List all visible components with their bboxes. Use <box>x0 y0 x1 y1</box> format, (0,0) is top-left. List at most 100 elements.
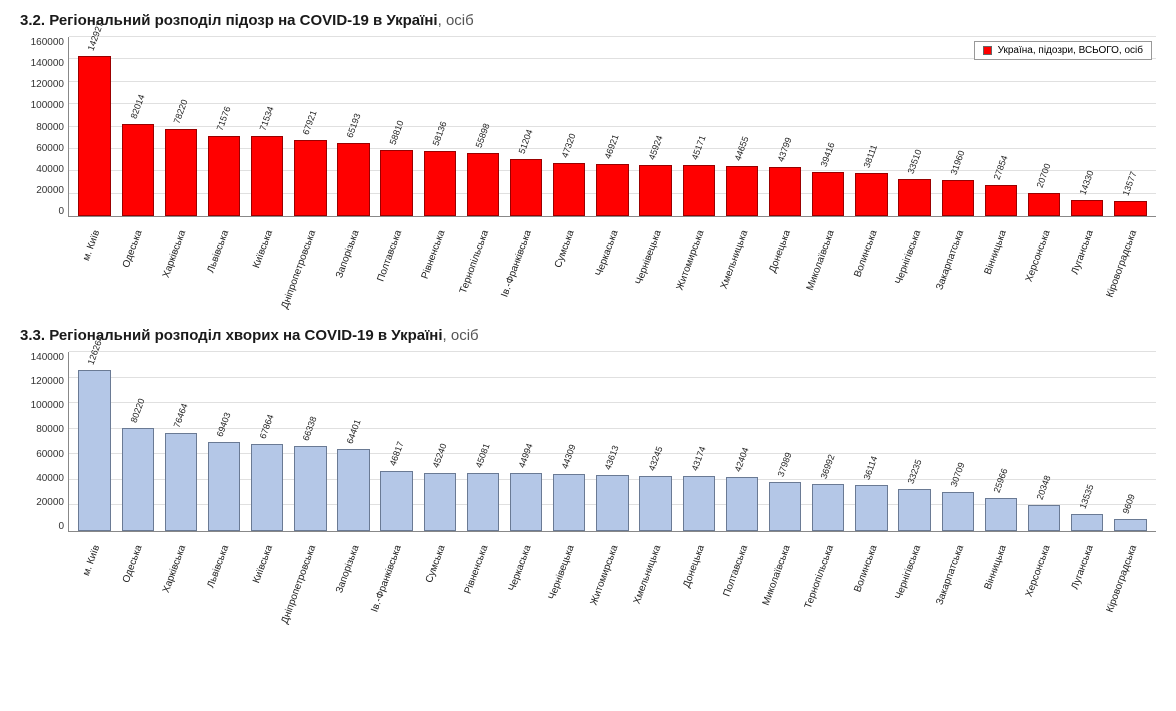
title-number: 3.3. <box>20 327 45 344</box>
bar <box>251 444 283 531</box>
bar-value-label: 39416 <box>819 141 837 168</box>
x-label-slot: Сумська <box>418 532 461 618</box>
x-label-slot: Кіровоградська <box>1109 217 1152 303</box>
x-label-slot: Київська <box>245 532 288 618</box>
x-label-slot: Херсонська <box>1022 217 1065 303</box>
x-label-slot: Сумська <box>547 217 590 303</box>
x-axis-label: Житомирська <box>588 544 620 607</box>
x-axis-label: Хмельницька <box>632 544 664 606</box>
y-tick-label: 80000 <box>36 424 64 435</box>
chart-wrap: 1600001400001200001000008000060000400002… <box>20 37 1156 303</box>
bar <box>855 485 887 531</box>
bar-value-label: 43174 <box>689 445 707 472</box>
x-label-slot: Львівська <box>202 217 245 303</box>
chart-legend: Україна, підозри, ВСЬОГО, осіб <box>974 41 1152 60</box>
bar-value-label: 42404 <box>733 446 751 473</box>
x-axis-label: Донецька <box>768 229 794 275</box>
bar-value-label: 13577 <box>1121 170 1139 197</box>
x-label-slot: Луганська <box>1066 532 1109 618</box>
y-tick-label: 60000 <box>36 449 64 460</box>
legend-swatch <box>983 46 992 55</box>
x-axis-label: Херсонська <box>1023 229 1052 284</box>
x-label-slot: Львівська <box>202 532 245 618</box>
chart-area: 140000120000100000800006000040000200000 … <box>20 352 1156 532</box>
bar-value-label: 58136 <box>430 120 448 147</box>
bar-slot: 46817 <box>375 352 418 531</box>
bar <box>1071 514 1103 531</box>
bar-value-label: 44994 <box>517 443 535 470</box>
y-axis: 140000120000100000800006000040000200000 <box>20 352 68 532</box>
x-label-slot: Черкаська <box>590 217 633 303</box>
x-axis-label: Луганська <box>1069 544 1095 592</box>
bar <box>467 473 499 531</box>
bar-slot: 33235 <box>893 352 936 531</box>
x-axis-label: Житомирська <box>675 229 707 292</box>
bar <box>380 150 412 216</box>
bars-container: 1429278201478220715767153467921651935881… <box>69 37 1156 216</box>
x-axis-label: Ів.-Франківська <box>499 229 533 299</box>
bar <box>596 475 628 531</box>
x-label-slot: Закарпатська <box>936 217 979 303</box>
bar <box>122 124 154 216</box>
y-axis: 1600001400001200001000008000060000400002… <box>20 37 68 217</box>
bar <box>424 473 456 531</box>
bar <box>1071 200 1103 216</box>
x-label-slot: Житомирська <box>677 217 720 303</box>
bar-slot: 36114 <box>850 352 893 531</box>
bar <box>78 56 110 216</box>
bar-value-label: 67921 <box>301 109 319 136</box>
x-axis-label: Донецька <box>681 544 707 590</box>
x-label-slot: Одеська <box>115 532 158 618</box>
bar-value-label: 45240 <box>430 442 448 469</box>
bar-slot: 43613 <box>591 352 634 531</box>
x-axis-label: Одеська <box>121 229 145 270</box>
x-axis-label: Кіровоградська <box>1104 229 1139 299</box>
bar <box>553 474 585 531</box>
bar-value-label: 33510 <box>905 148 923 175</box>
bar-value-label: 43799 <box>776 136 794 163</box>
bar-value-label: 27854 <box>991 154 1009 181</box>
y-tick-label: 60000 <box>36 143 64 154</box>
bar-value-label: 44309 <box>560 443 578 470</box>
y-tick-label: 100000 <box>31 100 64 111</box>
bar-value-label: 65193 <box>344 112 362 139</box>
bar-slot: 13577 <box>1109 37 1152 216</box>
y-tick-label: 140000 <box>31 352 64 363</box>
bar-slot: 38111 <box>850 37 893 216</box>
x-label-slot: Вінницька <box>979 532 1022 618</box>
bar-slot: 44309 <box>548 352 591 531</box>
bar-slot: 69403 <box>202 352 245 531</box>
x-label-slot: Полтавська <box>720 532 763 618</box>
y-tick-label: 20000 <box>36 185 64 196</box>
chart-title: 3.2. Регіональний розподіл підозр на COV… <box>20 12 1156 29</box>
x-label-slot: Тернопільська <box>461 217 504 303</box>
legend-label: Україна, підозри, ВСЬОГО, осіб <box>998 45 1143 56</box>
x-axis-labels: м. КиївОдеськаХарківськаЛьвівськаКиївськ… <box>68 532 1156 618</box>
bar-value-label: 46921 <box>603 133 621 160</box>
bar-slot: 27854 <box>979 37 1022 216</box>
bar-slot: 126264 <box>73 352 116 531</box>
bar-value-label: 80220 <box>128 397 146 424</box>
x-label-slot: Кіровоградська <box>1109 532 1152 618</box>
bar-value-label: 58810 <box>387 119 405 146</box>
bar-value-label: 69403 <box>215 411 233 438</box>
bar-slot: 20700 <box>1022 37 1065 216</box>
chart-area: 1600001400001200001000008000060000400002… <box>20 37 1156 217</box>
bar <box>985 498 1017 531</box>
bar <box>942 492 974 531</box>
bar-slot: 45924 <box>634 37 677 216</box>
bar-slot: 13535 <box>1066 352 1109 531</box>
title-unit: , осіб <box>443 327 479 344</box>
x-label-slot: Волинська <box>850 217 893 303</box>
bar-slot: 36992 <box>807 352 850 531</box>
bar-slot: 142927 <box>73 37 116 216</box>
x-label-slot: Рівненська <box>461 532 504 618</box>
bar-value-label: 33235 <box>905 458 923 485</box>
x-label-slot: Чернігівська <box>893 217 936 303</box>
bar <box>812 172 844 216</box>
y-tick-label: 160000 <box>31 37 64 48</box>
bar-value-label: 78220 <box>171 98 189 125</box>
x-axis-label: Київська <box>251 544 275 585</box>
y-tick-label: 20000 <box>36 497 64 508</box>
x-label-slot: Ів.-Франківська <box>504 217 547 303</box>
